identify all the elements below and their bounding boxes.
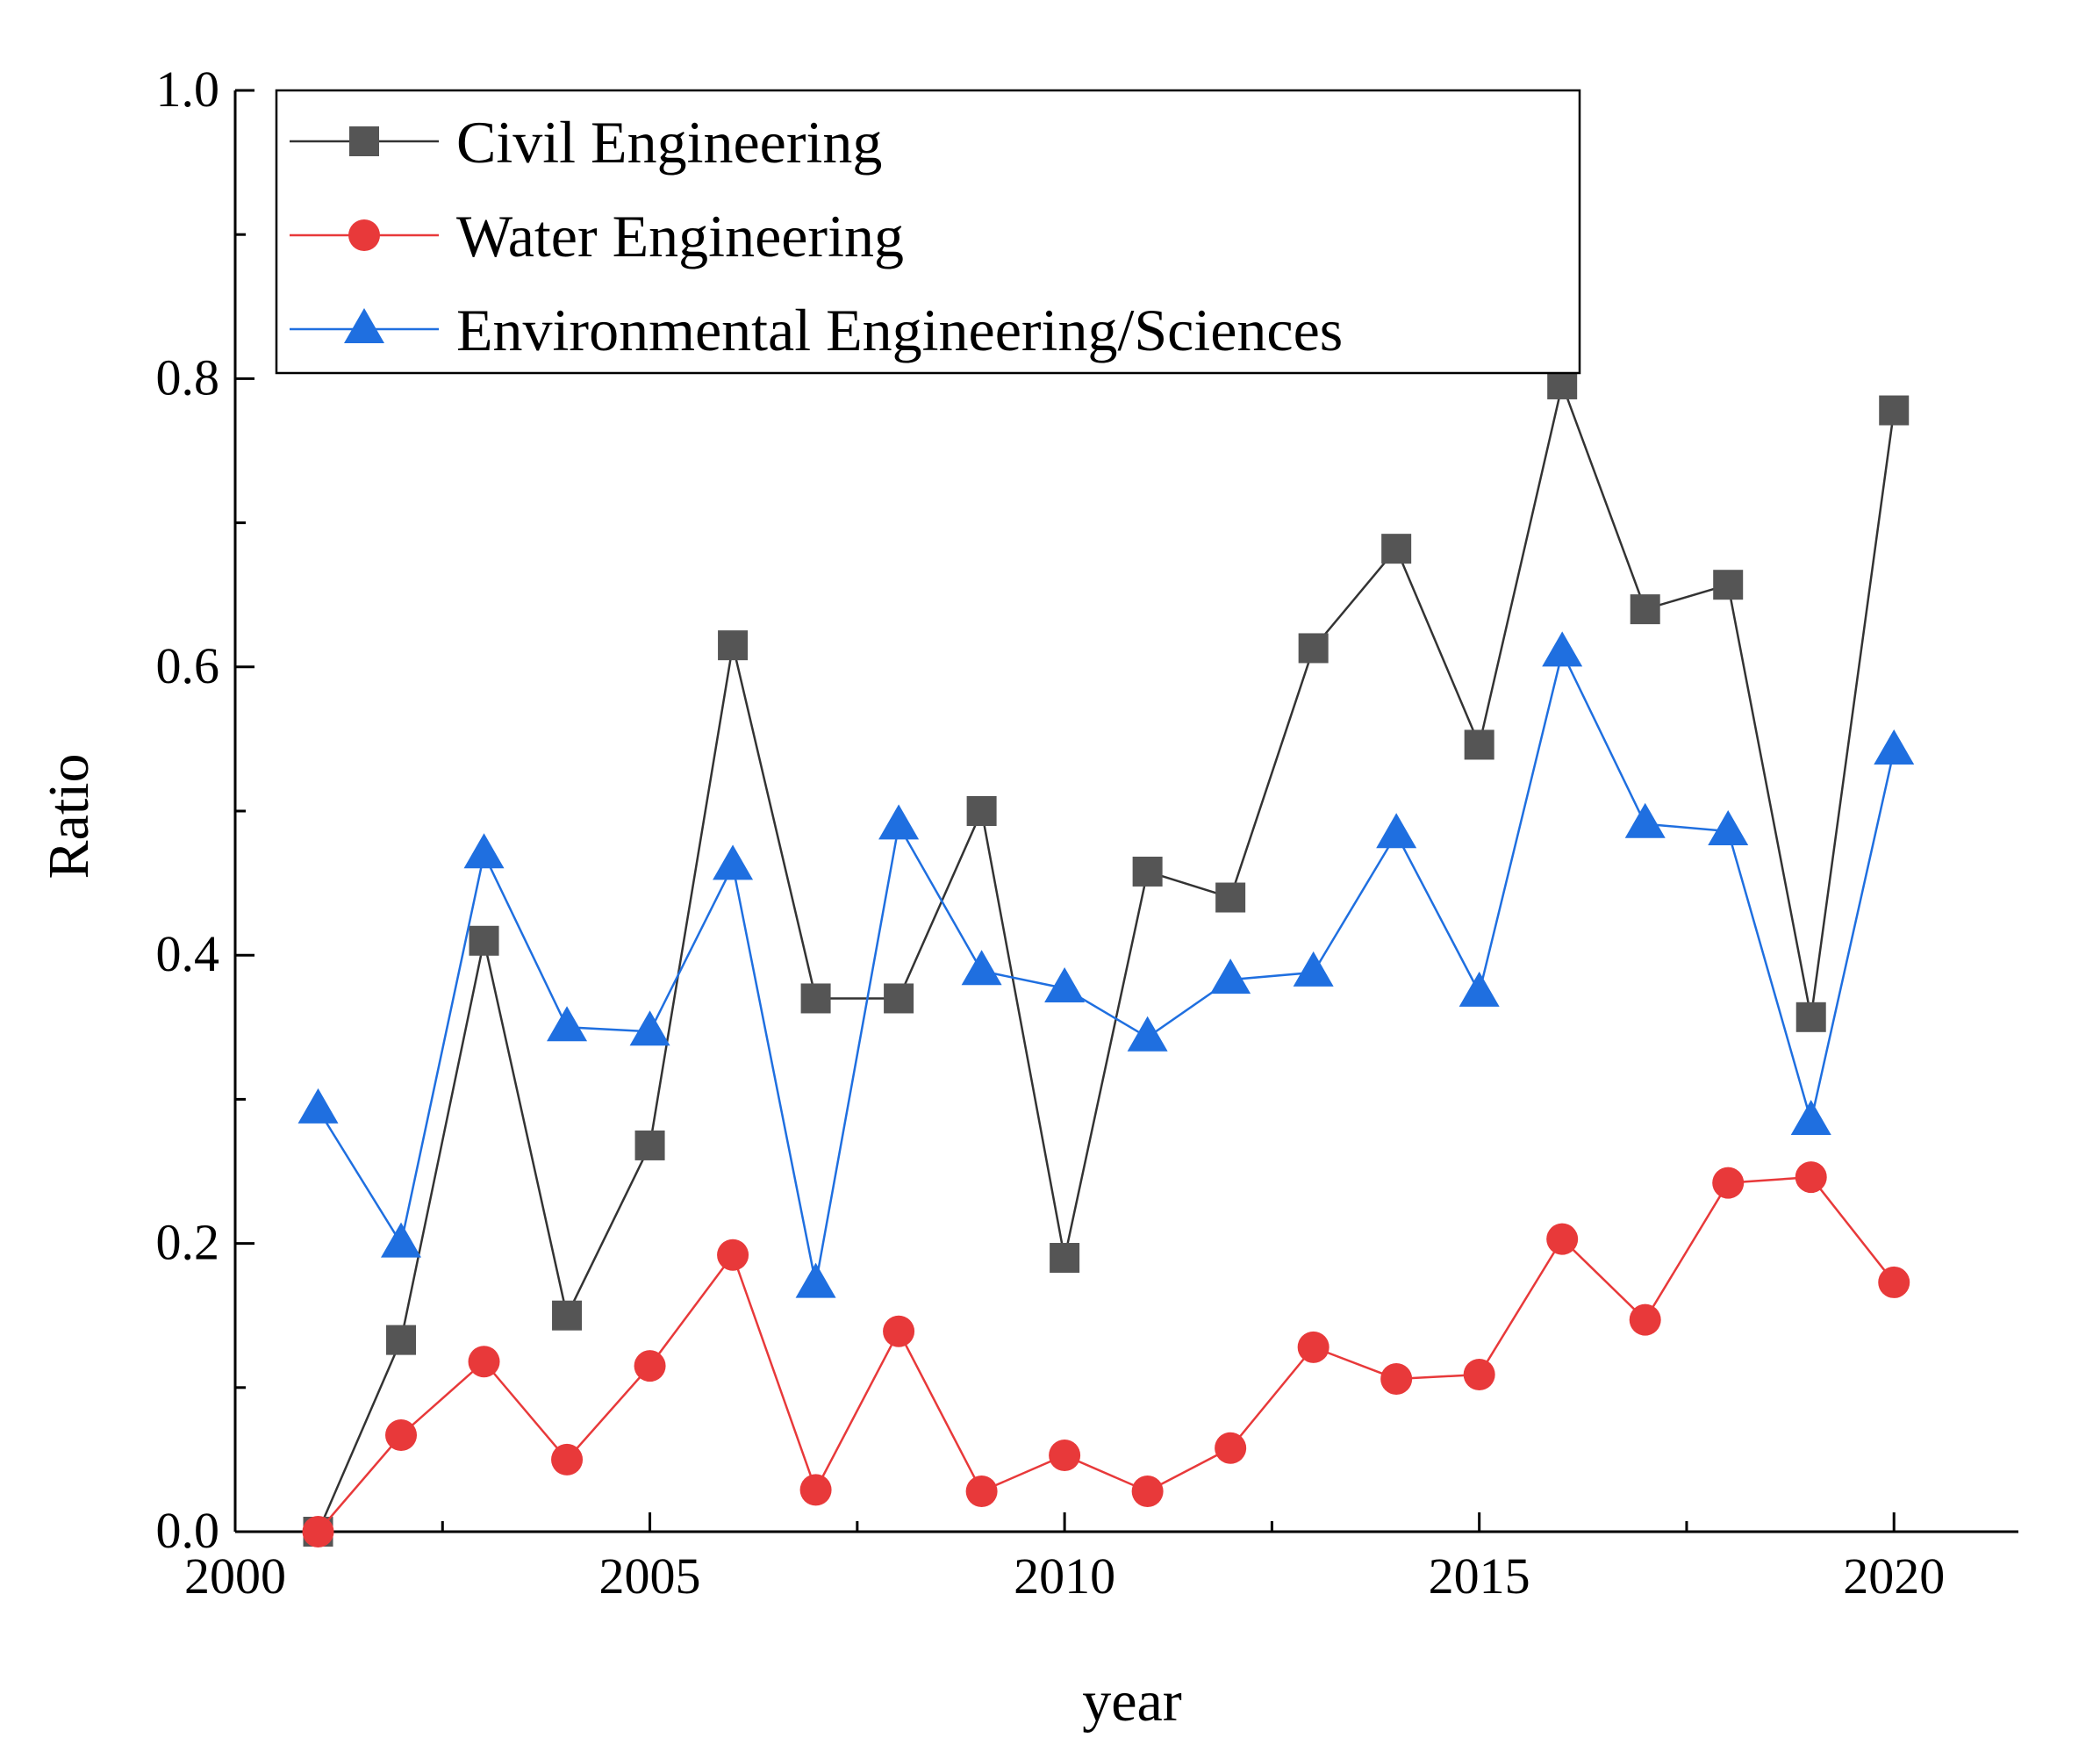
data-point — [634, 1350, 666, 1382]
data-point — [1630, 594, 1660, 625]
data-point — [1547, 369, 1578, 399]
data-point — [634, 1130, 665, 1160]
legend-marker — [349, 126, 379, 156]
data-point — [1215, 1432, 1247, 1464]
data-point — [1044, 966, 1086, 1002]
series-line — [317, 1175, 1896, 1533]
data-point — [1050, 1243, 1080, 1274]
data-point — [1790, 1100, 1831, 1136]
data-point — [386, 1325, 417, 1355]
legend: Civil Engineering Water Engineering Enviro… — [275, 89, 1581, 375]
data-point — [1878, 1266, 1910, 1298]
legend-marker — [348, 219, 380, 251]
axes: 0.0 0.2 0.4 0.6 0.8 1.0 2000 2005 2010 2015 2020 — [156, 61, 2018, 1605]
x-tick-label: 2000 — [184, 1547, 286, 1605]
data-point — [713, 844, 754, 880]
data-point — [884, 983, 914, 1014]
data-point — [1713, 570, 1744, 600]
series-line — [317, 380, 1896, 1533]
data-point — [1542, 631, 1583, 667]
data-point — [965, 1476, 998, 1508]
data-point — [795, 1262, 836, 1298]
legend-marker — [344, 308, 384, 343]
series-civil-engineering — [303, 369, 1910, 1547]
data-point — [1463, 1359, 1495, 1391]
legend-label: Water Engineering — [456, 203, 904, 269]
data-point — [1464, 729, 1494, 760]
y-tick-label: 0.2 — [156, 1214, 220, 1271]
series-line — [317, 649, 1896, 1284]
series-environmental-engineering-sciences — [297, 631, 1915, 1298]
y-tick-label: 0.8 — [156, 348, 220, 406]
y-axis-title: Ratio — [37, 754, 101, 880]
data-point — [469, 925, 499, 956]
data-point — [1546, 1223, 1579, 1255]
data-point — [463, 833, 505, 869]
data-point — [1380, 1362, 1413, 1395]
data-point — [1298, 633, 1329, 664]
y-tick-label: 0.6 — [156, 637, 220, 694]
data-point — [717, 1239, 749, 1271]
data-point — [1874, 729, 1915, 765]
legend-label: Civil Engineering — [456, 109, 882, 176]
data-point — [552, 1300, 583, 1331]
series-water-engineering — [302, 1161, 1910, 1547]
data-point — [1795, 1002, 1826, 1032]
data-point — [1629, 1303, 1661, 1336]
data-point — [1210, 959, 1251, 994]
series-layer — [297, 369, 1915, 1547]
data-point — [1215, 882, 1246, 913]
data-point — [1795, 1161, 1827, 1194]
y-tick-label: 0.4 — [156, 925, 220, 982]
legend-entry: Environmental Engineering/Sciences — [290, 297, 1343, 363]
y-tick-label: 0.0 — [156, 1502, 220, 1559]
legend-entry: Civil Engineering — [290, 109, 882, 176]
data-point — [381, 1222, 422, 1258]
data-point — [1297, 1331, 1330, 1363]
data-point — [799, 1474, 832, 1506]
data-point — [1127, 1016, 1168, 1052]
x-tick-label: 2010 — [1014, 1547, 1115, 1605]
data-point — [878, 804, 920, 840]
data-point — [468, 1346, 500, 1378]
data-point — [966, 796, 997, 826]
data-point — [629, 1010, 670, 1046]
data-point — [1381, 534, 1412, 564]
data-point — [1708, 809, 1749, 845]
legend-box — [275, 89, 1581, 375]
data-point — [718, 630, 749, 661]
data-point — [1131, 1476, 1164, 1508]
data-point — [1879, 395, 1910, 426]
data-point — [1132, 856, 1163, 887]
data-point — [547, 1006, 588, 1042]
legend-entry: Water Engineering — [290, 203, 904, 269]
x-axis-title: year — [1082, 1669, 1182, 1734]
data-point — [1624, 802, 1666, 838]
data-point — [961, 950, 1002, 986]
x-tick-label: 2020 — [1843, 1547, 1945, 1605]
data-point — [385, 1418, 418, 1451]
data-point — [1049, 1439, 1081, 1471]
x-tick-label: 2015 — [1429, 1547, 1530, 1605]
data-point — [297, 1088, 339, 1124]
data-point — [800, 983, 831, 1014]
data-point — [1712, 1167, 1745, 1199]
data-point — [1293, 951, 1334, 987]
y-tick-label: 1.0 — [156, 61, 220, 118]
data-point — [1459, 971, 1500, 1007]
data-point — [1376, 813, 1417, 849]
data-point — [551, 1443, 584, 1476]
data-point — [883, 1315, 915, 1347]
data-point — [302, 1516, 334, 1547]
x-tick-label: 2005 — [599, 1547, 701, 1605]
legend-label: Environmental Engineering/Sciences — [456, 297, 1343, 363]
